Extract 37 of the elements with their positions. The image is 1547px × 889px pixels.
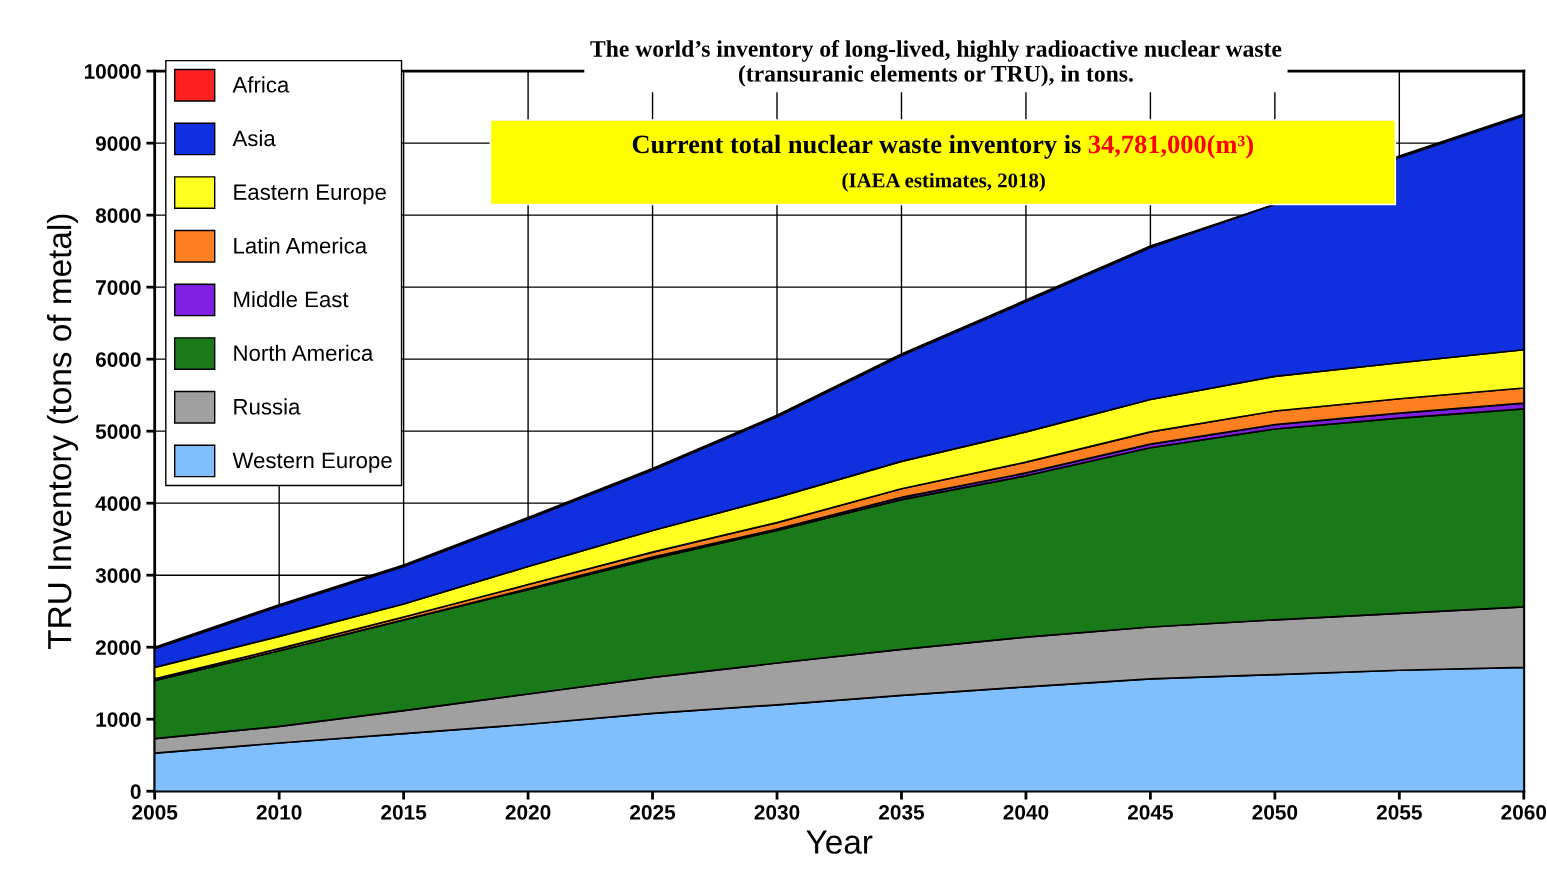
legend-label: Russia bbox=[234, 398, 301, 415]
x-tick-label: 2045 bbox=[1127, 804, 1173, 820]
legend-label: Western Europe bbox=[232, 452, 392, 473]
x-tick-label: 2015 bbox=[381, 804, 427, 820]
annotation: Current total nuclear waste inventory is bbox=[632, 134, 1081, 159]
y-tick-label: 8000 bbox=[95, 208, 141, 223]
x-tick-label: 2030 bbox=[754, 804, 800, 820]
y-tick-label: 0 bbox=[130, 784, 141, 799]
y-tick-label: 5000 bbox=[95, 424, 141, 439]
x-tick-label: 2005 bbox=[132, 804, 178, 820]
x-tick-label: 2055 bbox=[1376, 804, 1422, 820]
legend-label: Latin America bbox=[234, 237, 368, 254]
y-axis-title: TRU Inventory (tons of metal) bbox=[46, 214, 79, 649]
x-axis-title: Year bbox=[806, 830, 873, 854]
legend-label: Eastern Europe bbox=[234, 184, 386, 205]
legend-label: Middle East bbox=[234, 290, 349, 308]
y-tick-label: 6000 bbox=[95, 352, 141, 367]
chart-title: The world’s inventory of long-lived, highly radioactive nuclear waste (transuranic elements or TRU), in tons. bbox=[590, 40, 1282, 87]
y-tick-label: 4000 bbox=[95, 496, 141, 511]
y-tick-label: 10000 bbox=[84, 64, 141, 79]
x-tick-label: 2040 bbox=[1003, 804, 1049, 820]
legend-label: North America bbox=[234, 344, 374, 361]
annotation: 34,781,000(m³) bbox=[1088, 134, 1253, 159]
x-tick-label: 2010 bbox=[256, 804, 302, 820]
y-tick-label: 9000 bbox=[95, 136, 141, 151]
legend-label: Asia bbox=[232, 129, 276, 147]
x-tick-label: 2020 bbox=[505, 804, 551, 820]
x-tick-label: 2060 bbox=[1501, 804, 1547, 820]
y-tick-label: 3000 bbox=[95, 568, 141, 583]
x-tick-label: 2025 bbox=[630, 804, 676, 820]
y-tick-label: 1000 bbox=[96, 712, 141, 727]
x-tick-label: 2050 bbox=[1252, 804, 1298, 820]
y-tick-label: 2000 bbox=[95, 640, 141, 655]
y-tick-label: 7000 bbox=[96, 280, 141, 295]
annotation: (IAEA estimates, 2018) bbox=[842, 172, 1045, 192]
x-tick-label: 2035 bbox=[879, 804, 925, 820]
legend-label: Africa bbox=[232, 76, 290, 93]
